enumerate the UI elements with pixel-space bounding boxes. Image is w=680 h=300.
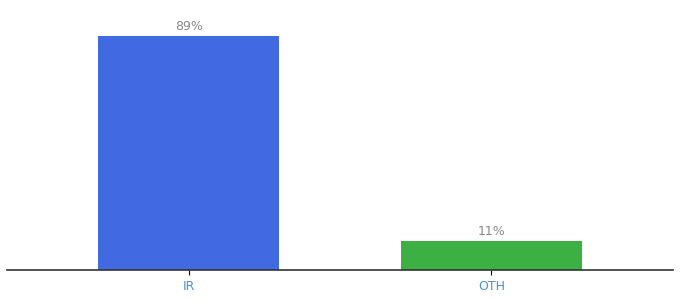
Bar bbox=[401, 242, 582, 270]
Text: 11%: 11% bbox=[477, 225, 505, 238]
Text: 89%: 89% bbox=[175, 20, 203, 33]
Bar bbox=[98, 36, 279, 270]
